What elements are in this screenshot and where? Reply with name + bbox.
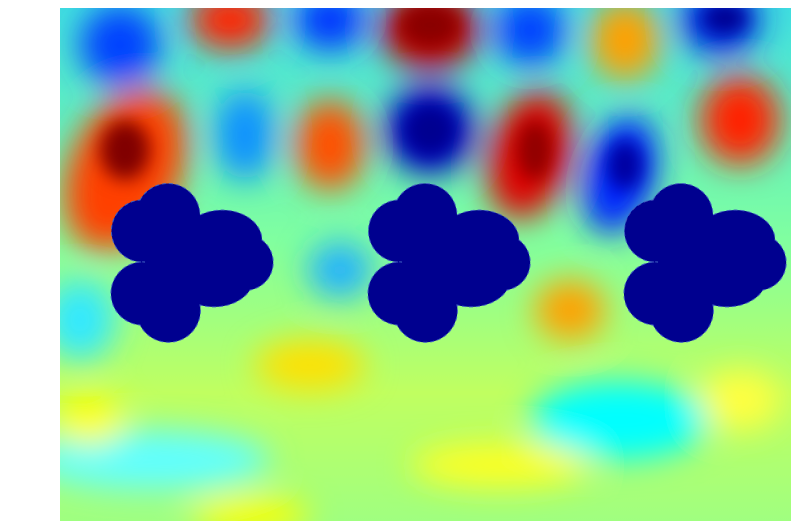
blob xyxy=(700,370,780,430)
blob xyxy=(308,242,372,298)
core xyxy=(400,8,460,47)
blob xyxy=(60,280,115,360)
blob xyxy=(295,8,365,50)
field-blobs xyxy=(60,8,780,521)
trefoil xyxy=(110,183,274,343)
blob xyxy=(80,8,160,85)
blob xyxy=(190,8,270,50)
field-cores xyxy=(100,8,747,190)
blob xyxy=(590,8,660,80)
blob xyxy=(60,430,270,490)
trefoil xyxy=(623,183,787,343)
trefoil xyxy=(367,183,531,343)
core xyxy=(405,105,455,155)
blob xyxy=(60,395,125,445)
blob xyxy=(215,90,275,180)
core xyxy=(517,120,553,180)
blob xyxy=(530,380,710,460)
blob xyxy=(410,443,590,487)
blob xyxy=(495,8,565,65)
blob xyxy=(255,340,365,390)
scatterers xyxy=(110,183,787,343)
blob xyxy=(535,280,605,340)
plot-area xyxy=(60,8,791,521)
core xyxy=(100,120,150,180)
blob xyxy=(190,497,310,521)
core xyxy=(607,140,643,190)
blob xyxy=(700,75,780,165)
core xyxy=(703,8,747,33)
blob xyxy=(295,100,365,190)
